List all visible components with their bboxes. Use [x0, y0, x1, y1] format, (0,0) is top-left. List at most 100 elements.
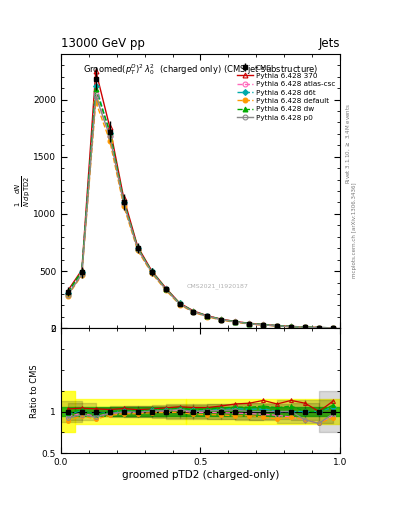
- Pythia 6.428 p0: [163, 286, 168, 292]
- Pythia 6.428 default: [219, 317, 224, 323]
- Pythia 6.428 p0: [331, 325, 335, 331]
- Pythia 6.428 dw: [191, 308, 196, 314]
- Y-axis label: Ratio to CMS: Ratio to CMS: [30, 364, 39, 417]
- Pythia 6.428 p0: [233, 319, 238, 325]
- Pythia 6.428 p0: [205, 313, 210, 319]
- Pythia 6.428 atlas-csc: [177, 301, 182, 307]
- Text: Jets: Jets: [318, 37, 340, 50]
- Pythia 6.428 atlas-csc: [317, 325, 321, 331]
- Pythia 6.428 default: [205, 314, 210, 320]
- Pythia 6.428 dw: [247, 321, 252, 327]
- Pythia 6.428 d6t: [219, 316, 224, 323]
- Pythia 6.428 d6t: [205, 313, 210, 319]
- Pythia 6.428 d6t: [94, 83, 98, 89]
- Pythia 6.428 370: [94, 68, 98, 74]
- Pythia 6.428 dw: [94, 86, 98, 92]
- Pythia 6.428 d6t: [261, 322, 266, 328]
- Text: CMS2021_I1920187: CMS2021_I1920187: [187, 283, 248, 289]
- Pythia 6.428 d6t: [303, 324, 307, 330]
- Pythia 6.428 default: [331, 325, 335, 331]
- Pythia 6.428 dw: [331, 325, 335, 331]
- Pythia 6.428 d6t: [107, 130, 112, 136]
- Pythia 6.428 default: [149, 270, 154, 276]
- Pythia 6.428 370: [66, 288, 70, 294]
- Pythia 6.428 atlas-csc: [275, 323, 279, 329]
- Pythia 6.428 default: [163, 287, 168, 293]
- Pythia 6.428 dw: [121, 198, 126, 204]
- Pythia 6.428 dw: [233, 318, 238, 325]
- Pythia 6.428 d6t: [135, 245, 140, 251]
- Pythia 6.428 atlas-csc: [247, 321, 252, 327]
- Pythia 6.428 dw: [289, 324, 294, 330]
- Pythia 6.428 p0: [107, 133, 112, 139]
- Pythia 6.428 dw: [177, 301, 182, 307]
- Pythia 6.428 atlas-csc: [79, 270, 84, 276]
- Pythia 6.428 default: [233, 319, 238, 326]
- Pythia 6.428 p0: [121, 200, 126, 206]
- Line: Pythia 6.428 dw: Pythia 6.428 dw: [66, 87, 335, 330]
- Pythia 6.428 p0: [149, 269, 154, 275]
- Text: 13000 GeV pp: 13000 GeV pp: [61, 37, 145, 50]
- Pythia 6.428 atlas-csc: [66, 291, 70, 297]
- Pythia 6.428 370: [261, 322, 266, 328]
- Pythia 6.428 d6t: [317, 325, 321, 331]
- Pythia 6.428 default: [303, 324, 307, 330]
- Pythia 6.428 p0: [275, 323, 279, 329]
- Line: Pythia 6.428 atlas-csc: Pythia 6.428 atlas-csc: [66, 91, 335, 330]
- Pythia 6.428 atlas-csc: [289, 324, 294, 330]
- Pythia 6.428 p0: [261, 322, 266, 328]
- Pythia 6.428 p0: [79, 271, 84, 278]
- Pythia 6.428 dw: [205, 313, 210, 319]
- Pythia 6.428 p0: [135, 246, 140, 252]
- Pythia 6.428 default: [66, 293, 70, 299]
- Pythia 6.428 atlas-csc: [205, 313, 210, 319]
- Pythia 6.428 atlas-csc: [163, 286, 168, 292]
- Line: Pythia 6.428 d6t: Pythia 6.428 d6t: [66, 83, 335, 330]
- Pythia 6.428 370: [177, 300, 182, 306]
- Pythia 6.428 dw: [66, 289, 70, 295]
- Text: mcplots.cern.ch [arXiv:1306.3436]: mcplots.cern.ch [arXiv:1306.3436]: [352, 183, 357, 278]
- Pythia 6.428 370: [205, 313, 210, 319]
- Text: Groomed$(p_T^D)^2\,\lambda_0^2$  (charged only) (CMS jet substructure): Groomed$(p_T^D)^2\,\lambda_0^2$ (charged…: [83, 62, 318, 77]
- Pythia 6.428 atlas-csc: [219, 317, 224, 323]
- Pythia 6.428 d6t: [233, 319, 238, 325]
- Pythia 6.428 p0: [303, 324, 307, 330]
- Line: Pythia 6.428 p0: Pythia 6.428 p0: [66, 94, 335, 330]
- Pythia 6.428 atlas-csc: [135, 246, 140, 252]
- Pythia 6.428 d6t: [121, 199, 126, 205]
- Pythia 6.428 atlas-csc: [261, 322, 266, 328]
- Pythia 6.428 atlas-csc: [121, 201, 126, 207]
- Pythia 6.428 default: [94, 99, 98, 105]
- Pythia 6.428 atlas-csc: [107, 133, 112, 139]
- Pythia 6.428 p0: [66, 291, 70, 297]
- Pythia 6.428 dw: [219, 316, 224, 323]
- Pythia 6.428 dw: [303, 324, 307, 330]
- Y-axis label: $\frac{1}{N}\frac{dN}{d\,\mathrm{pTD2}}$: $\frac{1}{N}\frac{dN}{d\,\mathrm{pTD2}}$: [13, 175, 32, 207]
- Pythia 6.428 default: [247, 321, 252, 327]
- Pythia 6.428 d6t: [163, 286, 168, 292]
- Pythia 6.428 d6t: [247, 321, 252, 327]
- Line: Pythia 6.428 370: Pythia 6.428 370: [66, 69, 335, 330]
- Pythia 6.428 d6t: [289, 324, 294, 330]
- Pythia 6.428 370: [289, 323, 294, 329]
- Pythia 6.428 370: [163, 285, 168, 291]
- Pythia 6.428 dw: [79, 268, 84, 274]
- Pythia 6.428 370: [149, 267, 154, 273]
- Pythia 6.428 default: [121, 203, 126, 209]
- Pythia 6.428 default: [107, 138, 112, 144]
- Pythia 6.428 370: [247, 320, 252, 326]
- Pythia 6.428 d6t: [275, 323, 279, 329]
- Pythia 6.428 atlas-csc: [191, 309, 196, 315]
- Pythia 6.428 370: [121, 195, 126, 201]
- Pythia 6.428 370: [233, 318, 238, 325]
- Line: Pythia 6.428 default: Pythia 6.428 default: [66, 99, 335, 330]
- Pythia 6.428 d6t: [66, 290, 70, 296]
- Pythia 6.428 atlas-csc: [233, 319, 238, 325]
- Pythia 6.428 d6t: [331, 325, 335, 331]
- Pythia 6.428 370: [317, 325, 321, 331]
- Pythia 6.428 dw: [135, 245, 140, 251]
- Pythia 6.428 dw: [261, 322, 266, 328]
- Pythia 6.428 370: [331, 325, 335, 331]
- Pythia 6.428 dw: [107, 129, 112, 135]
- Pythia 6.428 p0: [317, 325, 321, 331]
